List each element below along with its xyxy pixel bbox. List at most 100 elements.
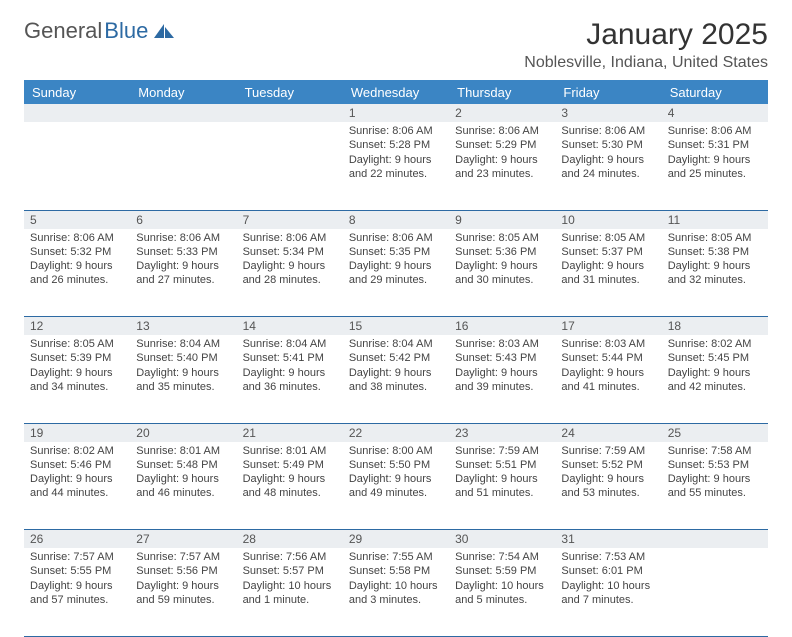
day-number-cell [130, 104, 236, 122]
day-body: Sunrise: 8:01 AMSunset: 5:49 PMDaylight:… [237, 442, 343, 505]
day-cell: Sunrise: 8:06 AMSunset: 5:28 PMDaylight:… [343, 122, 449, 210]
day-number-cell: 2 [449, 104, 555, 122]
day-body: Sunrise: 8:05 AMSunset: 5:36 PMDaylight:… [449, 229, 555, 292]
day-body [24, 122, 130, 128]
day-line: and 51 minutes. [455, 486, 549, 500]
day-number-cell: 18 [662, 317, 768, 336]
day-line: Daylight: 10 hours [455, 579, 549, 593]
day-number-cell: 21 [237, 423, 343, 442]
day-body: Sunrise: 8:06 AMSunset: 5:31 PMDaylight:… [662, 122, 768, 185]
day-line: Daylight: 9 hours [243, 472, 337, 486]
day-line: Sunset: 5:45 PM [668, 351, 762, 365]
day-line: Daylight: 9 hours [136, 472, 230, 486]
day-line: Sunset: 5:53 PM [668, 458, 762, 472]
location-text: Noblesville, Indiana, United States [524, 54, 768, 72]
daynum-row: 12131415161718 [24, 317, 768, 336]
day-line: and 55 minutes. [668, 486, 762, 500]
day-line: and 35 minutes. [136, 380, 230, 394]
sail-icon [152, 22, 176, 40]
day-number: 24 [561, 426, 574, 440]
day-cell: Sunrise: 8:06 AMSunset: 5:29 PMDaylight:… [449, 122, 555, 210]
day-line: Daylight: 9 hours [136, 579, 230, 593]
day-line: Daylight: 9 hours [455, 472, 549, 486]
calendar-body: 1234Sunrise: 8:06 AMSunset: 5:28 PMDayli… [24, 104, 768, 636]
day-cell: Sunrise: 7:56 AMSunset: 5:57 PMDaylight:… [237, 548, 343, 636]
day-line: Sunrise: 8:02 AM [30, 444, 124, 458]
day-line: Sunrise: 8:04 AM [136, 337, 230, 351]
day-line: Daylight: 9 hours [349, 153, 443, 167]
day-cell: Sunrise: 8:01 AMSunset: 5:49 PMDaylight:… [237, 442, 343, 530]
day-cell: Sunrise: 7:55 AMSunset: 5:58 PMDaylight:… [343, 548, 449, 636]
day-number-cell: 30 [449, 530, 555, 549]
day-body: Sunrise: 8:04 AMSunset: 5:41 PMDaylight:… [237, 335, 343, 398]
day-number-cell: 23 [449, 423, 555, 442]
day-cell: Sunrise: 8:05 AMSunset: 5:37 PMDaylight:… [555, 229, 661, 317]
day-line: Sunset: 5:43 PM [455, 351, 549, 365]
col-saturday: Saturday [662, 80, 768, 104]
day-line: Sunrise: 8:04 AM [349, 337, 443, 351]
day-line: Sunset: 5:33 PM [136, 245, 230, 259]
day-line: and 31 minutes. [561, 273, 655, 287]
day-line: Sunset: 5:40 PM [136, 351, 230, 365]
day-cell: Sunrise: 8:06 AMSunset: 5:30 PMDaylight:… [555, 122, 661, 210]
day-line: Sunrise: 8:05 AM [30, 337, 124, 351]
day-body: Sunrise: 7:56 AMSunset: 5:57 PMDaylight:… [237, 548, 343, 611]
day-line: Daylight: 9 hours [561, 259, 655, 273]
day-line: Daylight: 9 hours [561, 366, 655, 380]
day-number: 12 [30, 319, 43, 333]
day-line: and 29 minutes. [349, 273, 443, 287]
day-line: Sunrise: 8:06 AM [455, 124, 549, 138]
day-line: Daylight: 9 hours [561, 472, 655, 486]
day-number-cell [24, 104, 130, 122]
day-line: Daylight: 9 hours [668, 366, 762, 380]
day-line: Daylight: 10 hours [561, 579, 655, 593]
day-line: Sunset: 5:35 PM [349, 245, 443, 259]
day-line: Sunset: 5:32 PM [30, 245, 124, 259]
day-number: 31 [561, 532, 574, 546]
day-number: 30 [455, 532, 468, 546]
day-line: Sunrise: 8:05 AM [561, 231, 655, 245]
day-cell: Sunrise: 8:05 AMSunset: 5:39 PMDaylight:… [24, 335, 130, 423]
week-row: Sunrise: 8:02 AMSunset: 5:46 PMDaylight:… [24, 442, 768, 530]
day-number-cell: 3 [555, 104, 661, 122]
day-cell: Sunrise: 7:54 AMSunset: 5:59 PMDaylight:… [449, 548, 555, 636]
day-line: Daylight: 9 hours [243, 366, 337, 380]
day-line: and 59 minutes. [136, 593, 230, 607]
week-row: Sunrise: 8:05 AMSunset: 5:39 PMDaylight:… [24, 335, 768, 423]
day-body [130, 122, 236, 128]
day-line: and 46 minutes. [136, 486, 230, 500]
day-line: Daylight: 9 hours [455, 366, 549, 380]
header-row: Sunday Monday Tuesday Wednesday Thursday… [24, 80, 768, 104]
day-line: Sunrise: 8:03 AM [561, 337, 655, 351]
day-number-cell: 28 [237, 530, 343, 549]
day-line: and 27 minutes. [136, 273, 230, 287]
day-number: 27 [136, 532, 149, 546]
day-cell: Sunrise: 8:02 AMSunset: 5:46 PMDaylight:… [24, 442, 130, 530]
day-line: Sunrise: 8:06 AM [668, 124, 762, 138]
day-number-cell: 14 [237, 317, 343, 336]
day-line: Sunrise: 8:06 AM [136, 231, 230, 245]
day-line: and 5 minutes. [455, 593, 549, 607]
day-number: 2 [455, 106, 462, 120]
day-body: Sunrise: 8:03 AMSunset: 5:43 PMDaylight:… [449, 335, 555, 398]
day-line: Sunset: 5:55 PM [30, 564, 124, 578]
day-body: Sunrise: 8:06 AMSunset: 5:32 PMDaylight:… [24, 229, 130, 292]
day-line: Daylight: 9 hours [243, 259, 337, 273]
day-body: Sunrise: 8:04 AMSunset: 5:42 PMDaylight:… [343, 335, 449, 398]
day-number: 7 [243, 213, 250, 227]
day-number-cell: 6 [130, 210, 236, 229]
day-line: Sunset: 5:37 PM [561, 245, 655, 259]
day-body: Sunrise: 7:59 AMSunset: 5:51 PMDaylight:… [449, 442, 555, 505]
day-cell: Sunrise: 8:05 AMSunset: 5:38 PMDaylight:… [662, 229, 768, 317]
col-tuesday: Tuesday [237, 80, 343, 104]
day-cell: Sunrise: 7:57 AMSunset: 5:56 PMDaylight:… [130, 548, 236, 636]
day-line: Sunrise: 8:06 AM [349, 231, 443, 245]
day-line: Daylight: 9 hours [455, 153, 549, 167]
logo: GeneralBlue [24, 18, 176, 44]
day-line: Daylight: 9 hours [349, 366, 443, 380]
day-number-cell: 20 [130, 423, 236, 442]
day-line: Sunset: 5:52 PM [561, 458, 655, 472]
week-row: Sunrise: 7:57 AM Sunset: 5:55 PM Daylight:… [24, 548, 768, 636]
day-number-cell: 9 [449, 210, 555, 229]
day-line: Sunrise: 7:57 AM [136, 550, 230, 564]
